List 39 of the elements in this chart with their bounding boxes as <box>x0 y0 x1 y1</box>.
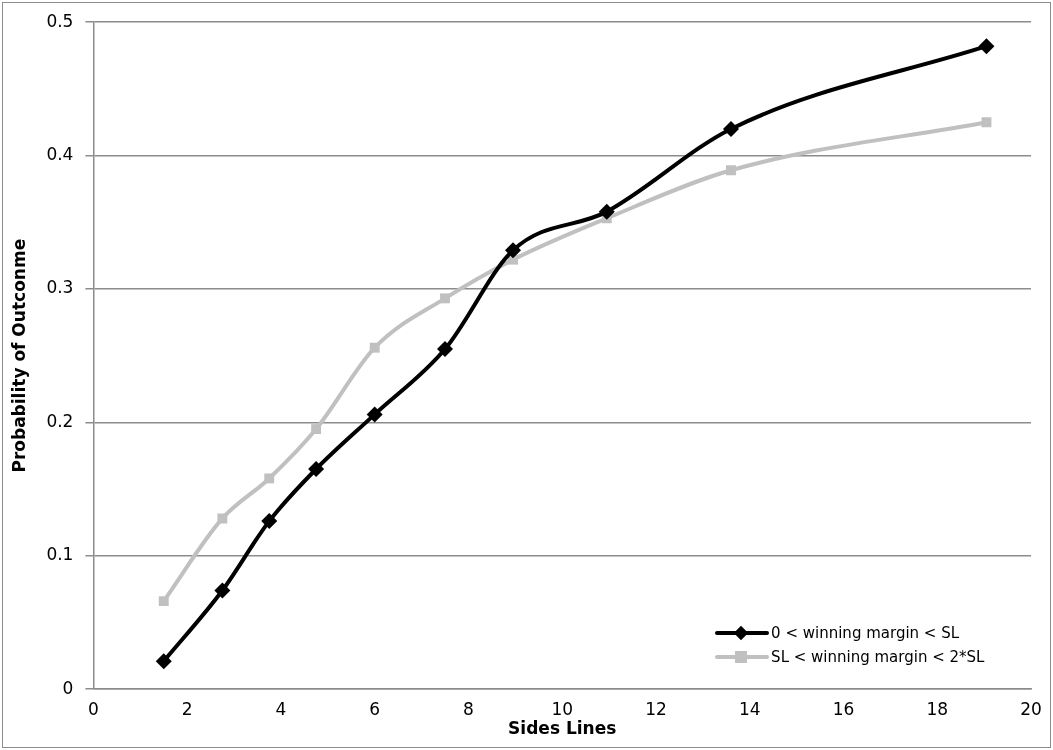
x-tick-label: 14 <box>738 698 761 719</box>
x-tick-label: 16 <box>832 698 855 719</box>
y-tick-label: 0.2 <box>46 410 74 431</box>
x-tick-label: 12 <box>645 698 667 719</box>
x-tick-label: 18 <box>926 698 949 719</box>
point <box>261 513 278 530</box>
y-axis-title: Probability of Outconme <box>8 238 29 473</box>
point <box>214 582 231 599</box>
point <box>217 513 228 524</box>
point <box>264 473 275 484</box>
point <box>440 293 450 304</box>
point <box>437 341 454 358</box>
y-tick-label: 0.1 <box>46 544 74 565</box>
point <box>598 203 615 220</box>
x-tick-label: 2 <box>181 698 193 719</box>
y-tick-label: 0.3 <box>46 277 74 298</box>
x-tick-label: 6 <box>369 698 381 719</box>
point <box>311 424 322 435</box>
x-tick-label: 4 <box>275 698 287 719</box>
point <box>722 120 739 137</box>
y-tick-label: 0 <box>62 677 74 698</box>
y-tick-label: 0.5 <box>46 10 74 31</box>
point <box>505 242 521 259</box>
point <box>369 342 380 353</box>
point <box>155 653 172 670</box>
legend-label: 0 < winning margin < SL <box>771 624 960 643</box>
x-axis-title: Sides Lines <box>508 718 617 739</box>
point <box>978 38 995 55</box>
point <box>726 165 736 176</box>
point <box>366 406 383 423</box>
x-tick-label: 8 <box>463 698 474 719</box>
y-tick-label: 0.4 <box>46 144 74 165</box>
x-tick-label: 0 <box>88 698 99 719</box>
legend-label: SL < winning margin < 2*SL <box>771 648 985 667</box>
x-tick-label: 10 <box>551 698 574 719</box>
point <box>158 596 169 607</box>
point <box>308 461 325 478</box>
point <box>981 117 992 128</box>
x-tick-label: 20 <box>1020 698 1042 719</box>
